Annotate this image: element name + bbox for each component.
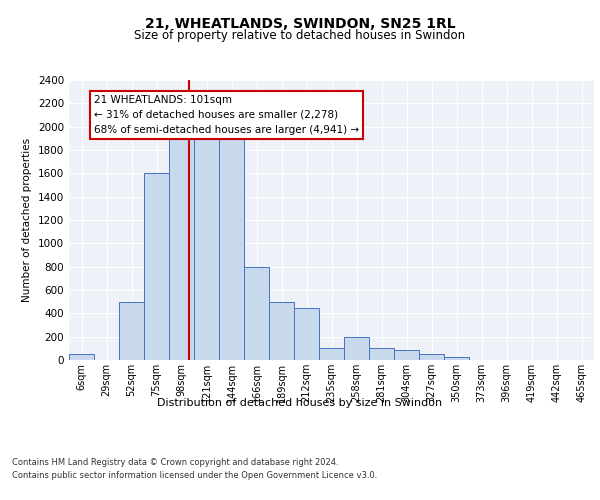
Bar	[319, 348, 344, 360]
Bar	[119, 302, 144, 360]
Text: Contains public sector information licensed under the Open Government Licence v3: Contains public sector information licen…	[12, 472, 377, 480]
Bar	[444, 356, 469, 360]
Bar	[269, 302, 294, 360]
Text: 21 WHEATLANDS: 101sqm
← 31% of detached houses are smaller (2,278)
68% of semi-d: 21 WHEATLANDS: 101sqm ← 31% of detached …	[94, 95, 359, 135]
Text: Contains HM Land Registry data © Crown copyright and database right 2024.: Contains HM Land Registry data © Crown c…	[12, 458, 338, 467]
Bar	[244, 266, 269, 360]
Bar	[194, 132, 219, 360]
Text: 21, WHEATLANDS, SWINDON, SN25 1RL: 21, WHEATLANDS, SWINDON, SN25 1RL	[145, 18, 455, 32]
Bar	[169, 138, 194, 360]
Bar	[294, 308, 319, 360]
Text: Size of property relative to detached houses in Swindon: Size of property relative to detached ho…	[134, 29, 466, 42]
Bar	[419, 354, 444, 360]
Y-axis label: Number of detached properties: Number of detached properties	[22, 138, 32, 302]
Bar	[369, 348, 394, 360]
Text: Distribution of detached houses by size in Swindon: Distribution of detached houses by size …	[157, 398, 443, 407]
Bar	[394, 350, 419, 360]
Bar	[344, 336, 369, 360]
Bar	[69, 354, 94, 360]
Bar	[219, 138, 244, 360]
Bar	[144, 174, 169, 360]
